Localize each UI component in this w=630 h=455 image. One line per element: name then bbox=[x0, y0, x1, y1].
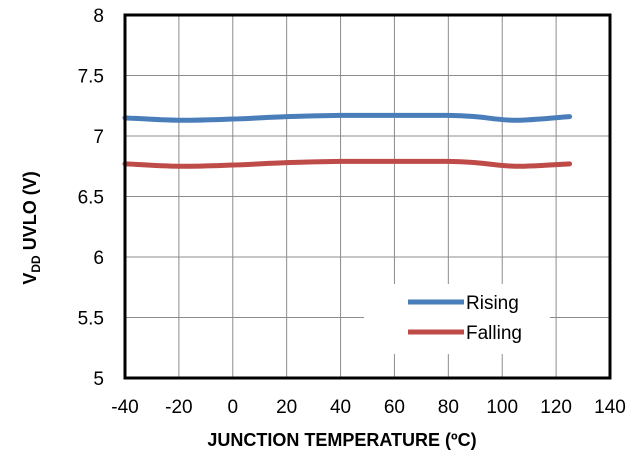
legend: Rising Falling bbox=[364, 284, 550, 354]
y-axis-title-subscript: DD bbox=[29, 255, 43, 273]
y-tick-label: 5.5 bbox=[78, 309, 104, 330]
legend-background bbox=[364, 284, 550, 354]
y-tick-label: 7.5 bbox=[78, 67, 104, 88]
x-tick-label: 120 bbox=[540, 397, 572, 418]
y-tick-label: 8 bbox=[93, 6, 104, 27]
x-axis-title: JUNCTION TEMPERATURE (ºC) bbox=[207, 430, 476, 450]
y-tick-label: 6 bbox=[93, 248, 104, 269]
x-tick-label: 20 bbox=[276, 397, 297, 418]
x-tick-label: 0 bbox=[227, 397, 238, 418]
legend-label-rising: Rising bbox=[466, 293, 519, 314]
y-tick-label: 7 bbox=[93, 127, 104, 148]
x-tick-label: -40 bbox=[111, 397, 138, 418]
x-tick-labels: -40 -20 0 20 40 60 80 100 120 140 bbox=[111, 397, 626, 418]
x-tick-label: 60 bbox=[384, 397, 405, 418]
series-layer bbox=[122, 112, 573, 169]
y-tick-label: 5 bbox=[93, 369, 104, 390]
x-tick-label: 40 bbox=[330, 397, 351, 418]
x-tick-label: 80 bbox=[438, 397, 459, 418]
legend-label-falling: Falling bbox=[466, 323, 522, 344]
series-line-falling bbox=[122, 158, 573, 169]
series-line-rising bbox=[122, 112, 573, 123]
y-axis-title-rest: UVLO (V) bbox=[20, 171, 40, 255]
plot-frame bbox=[123, 13, 612, 380]
y-axis-title-main: V bbox=[20, 273, 40, 285]
y-tick-label: 6.5 bbox=[78, 188, 104, 209]
y-tick-labels: 5 5.5 6 6.5 7 7.5 8 bbox=[78, 6, 104, 390]
x-tick-label: 100 bbox=[486, 397, 518, 418]
y-axis-title: VDD UVLO (V) bbox=[20, 171, 43, 284]
x-tick-label: -20 bbox=[165, 397, 192, 418]
x-tick-label: 140 bbox=[594, 397, 626, 418]
